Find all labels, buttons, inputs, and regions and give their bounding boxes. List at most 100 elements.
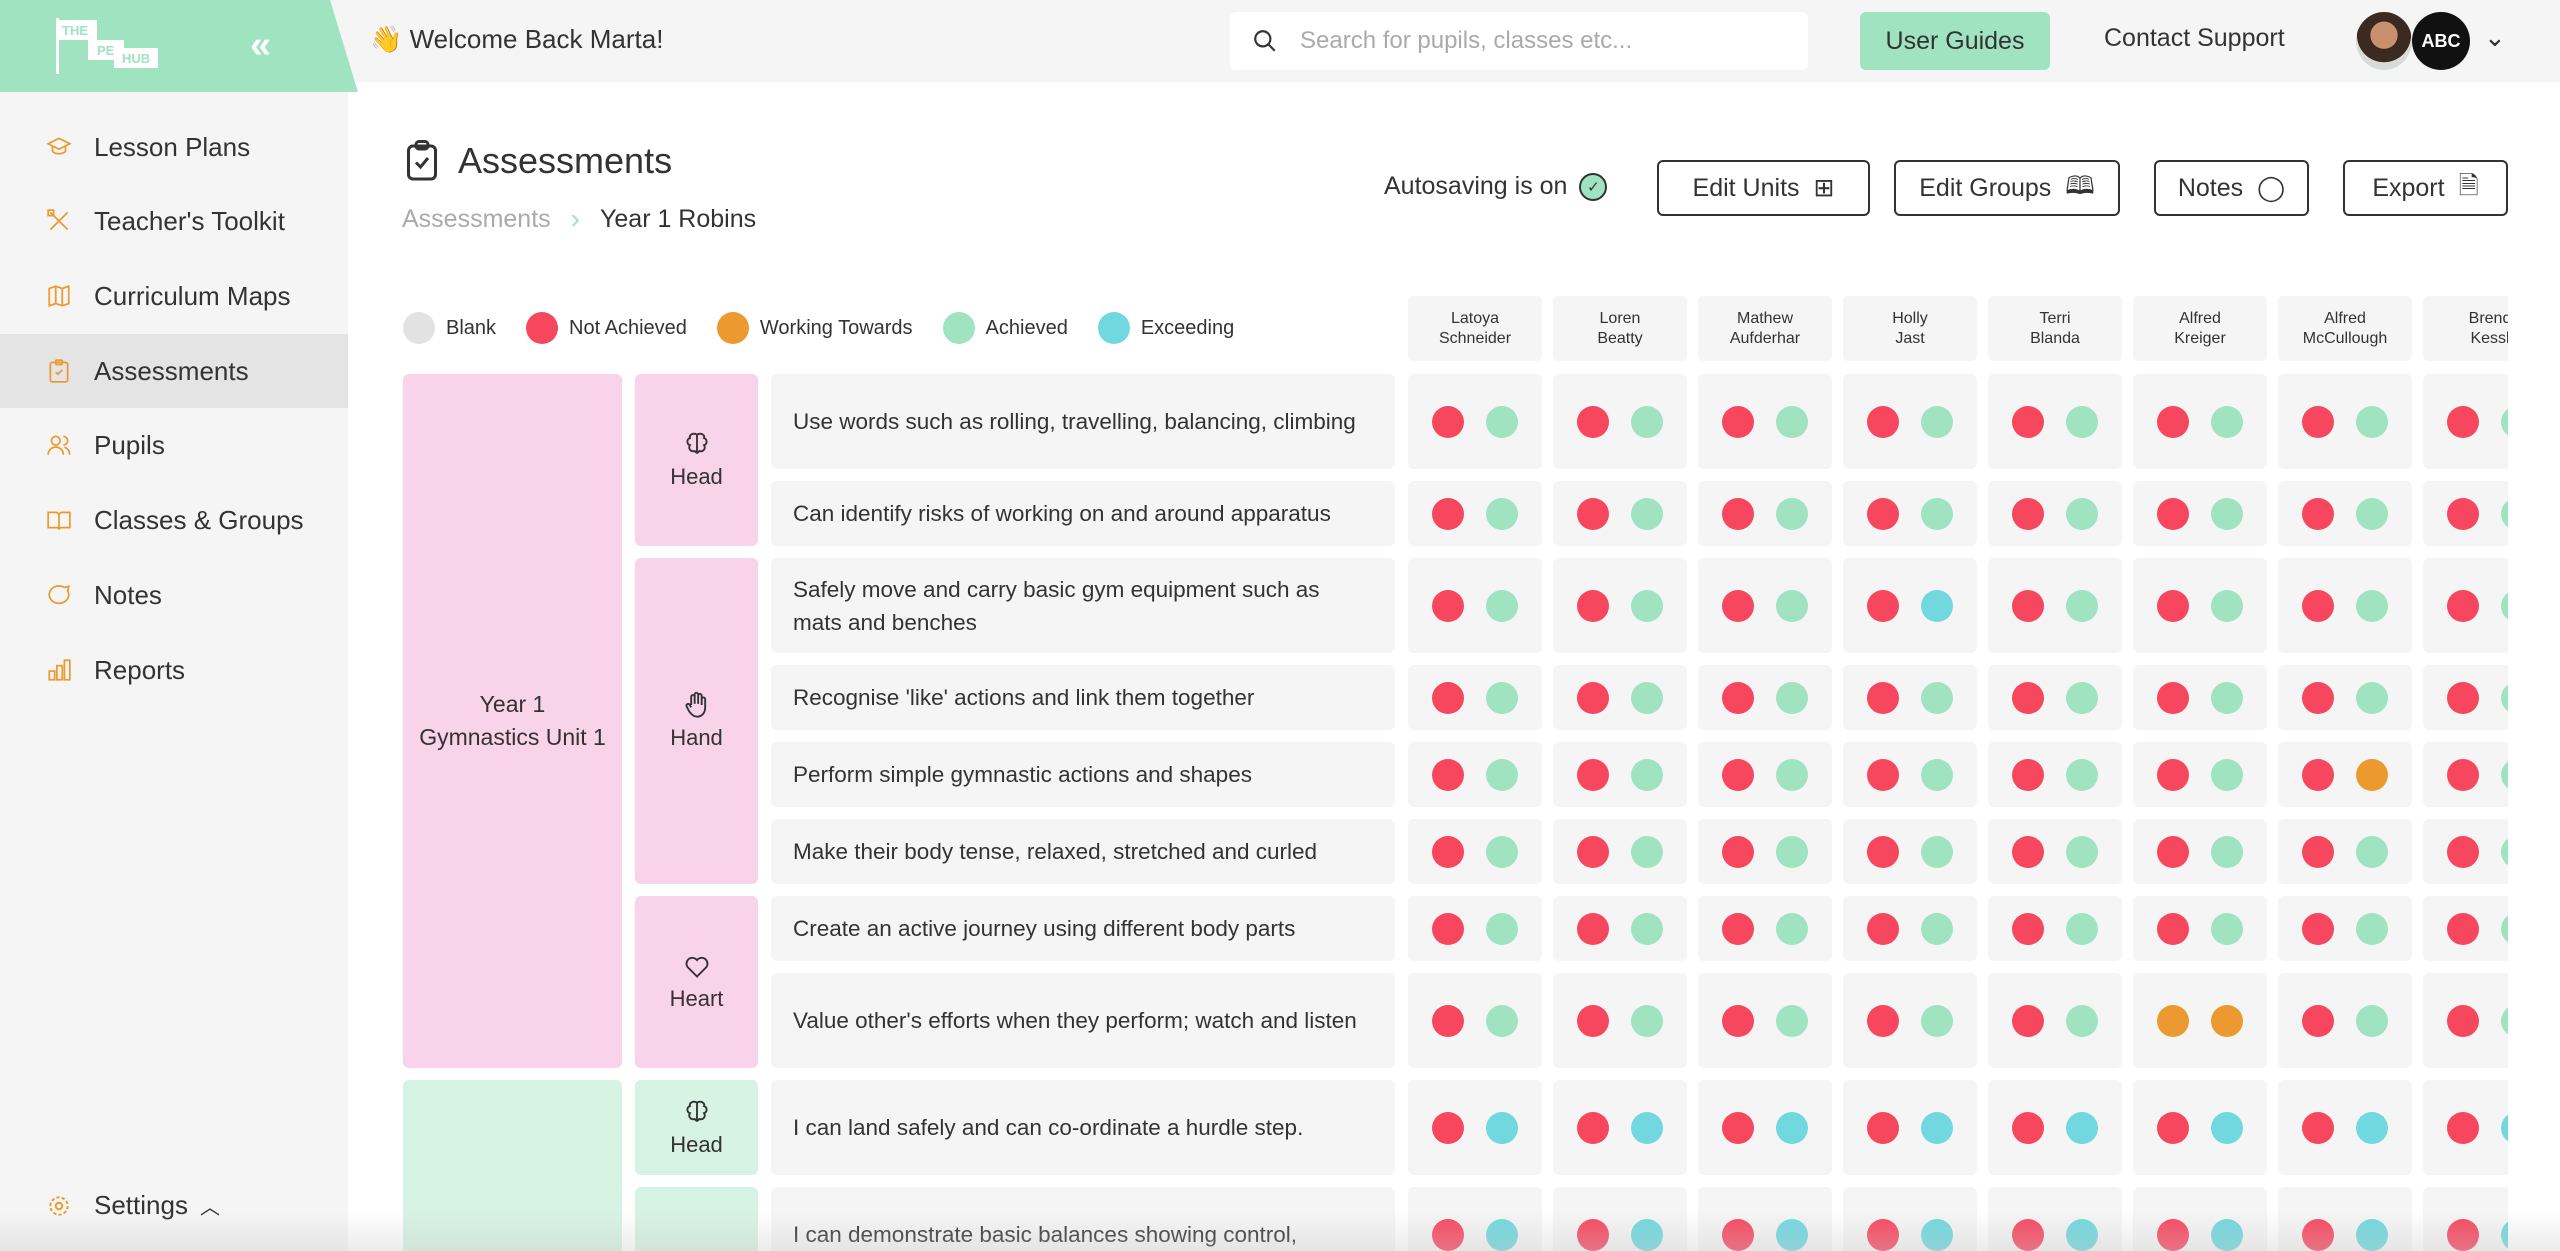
- assessment-dot[interactable]: [2356, 912, 2388, 945]
- assessment-dot[interactable]: [1776, 1111, 1808, 1144]
- assessment-dot[interactable]: [2356, 1111, 2388, 1144]
- assessment-dot[interactable]: [1631, 758, 1663, 791]
- assessment-dot[interactable]: [2356, 681, 2388, 714]
- assessment-dot[interactable]: [1432, 405, 1464, 438]
- assessment-dot[interactable]: [1631, 1111, 1663, 1144]
- user-avatar[interactable]: [2356, 12, 2412, 70]
- assessment-dot[interactable]: [1722, 758, 1754, 791]
- assessment-dot[interactable]: [1776, 497, 1808, 530]
- assessment-dot[interactable]: [2302, 1004, 2334, 1037]
- assessment-dot[interactable]: [1776, 912, 1808, 945]
- assessment-dot[interactable]: [1776, 405, 1808, 438]
- assessment-dot[interactable]: [1432, 835, 1464, 868]
- assessment-dot[interactable]: [2012, 1111, 2044, 1144]
- pupil-header[interactable]: Holly Jast: [1843, 296, 1977, 361]
- assessment-dot[interactable]: [2157, 758, 2189, 791]
- assessment-dot[interactable]: [2157, 589, 2189, 622]
- pupil-header[interactable]: Latoya Schneider: [1408, 296, 1542, 361]
- assessment-dot[interactable]: [2501, 589, 2508, 622]
- export-button[interactable]: Export 🗎: [2343, 160, 2508, 216]
- assessment-dot[interactable]: [1722, 835, 1754, 868]
- assessment-dot[interactable]: [2501, 405, 2508, 438]
- assessment-dot[interactable]: [2012, 681, 2044, 714]
- assessment-dot[interactable]: [2501, 681, 2508, 714]
- assessment-dot[interactable]: [2066, 758, 2098, 791]
- assessment-dot[interactable]: [1486, 405, 1518, 438]
- pupil-header[interactable]: Mathew Aufderhar: [1698, 296, 1832, 361]
- assessment-dot[interactable]: [2066, 1218, 2098, 1251]
- assessment-dot[interactable]: [1631, 1004, 1663, 1037]
- assessment-dot[interactable]: [2356, 835, 2388, 868]
- sidebar-item-assessments[interactable]: Assessments: [0, 334, 348, 408]
- assessment-dot[interactable]: [2302, 835, 2334, 868]
- pupil-header[interactable]: Loren Beatty: [1553, 296, 1687, 361]
- assessment-dot[interactable]: [2012, 1218, 2044, 1251]
- assessment-dot[interactable]: [2501, 758, 2508, 791]
- assessment-dot[interactable]: [1722, 1004, 1754, 1037]
- assessment-dot[interactable]: [1921, 497, 1953, 530]
- assessment-dot[interactable]: [1486, 1111, 1518, 1144]
- assessment-dot[interactable]: [1631, 912, 1663, 945]
- assessment-dot[interactable]: [2356, 1218, 2388, 1251]
- assessment-dot[interactable]: [1921, 758, 1953, 791]
- assessment-dot[interactable]: [2447, 589, 2479, 622]
- assessment-dot[interactable]: [2447, 1004, 2479, 1037]
- assessment-dot[interactable]: [1432, 681, 1464, 714]
- assessment-dot[interactable]: [2157, 835, 2189, 868]
- assessment-dot[interactable]: [1577, 681, 1609, 714]
- assessment-dot[interactable]: [2211, 758, 2243, 791]
- assessment-dot[interactable]: [2012, 589, 2044, 622]
- assessment-dot[interactable]: [1432, 1218, 1464, 1251]
- assessment-dot[interactable]: [1577, 912, 1609, 945]
- assessment-dot[interactable]: [2356, 405, 2388, 438]
- assessment-dot[interactable]: [1867, 1111, 1899, 1144]
- assessment-dot[interactable]: [1486, 589, 1518, 622]
- assessment-dot[interactable]: [2157, 405, 2189, 438]
- assessment-dot[interactable]: [2066, 1004, 2098, 1037]
- assessment-dot[interactable]: [2012, 835, 2044, 868]
- assessment-dot[interactable]: [2447, 1218, 2479, 1251]
- assessment-dot[interactable]: [1486, 497, 1518, 530]
- assessment-dot[interactable]: [1631, 405, 1663, 438]
- assessment-dot[interactable]: [1432, 1004, 1464, 1037]
- notes-button[interactable]: Notes ◯: [2154, 160, 2309, 216]
- assessment-dot[interactable]: [2447, 912, 2479, 945]
- sidebar-item-reports[interactable]: Reports: [0, 633, 348, 707]
- assessment-dot[interactable]: [1776, 681, 1808, 714]
- assessment-dot[interactable]: [1577, 1111, 1609, 1144]
- assessment-dot[interactable]: [2211, 589, 2243, 622]
- assessment-dot[interactable]: [1921, 405, 1953, 438]
- assessment-dot[interactable]: [2066, 912, 2098, 945]
- assessment-dot[interactable]: [2302, 589, 2334, 622]
- assessment-dot[interactable]: [1921, 835, 1953, 868]
- assessment-dot[interactable]: [2447, 497, 2479, 530]
- assessment-dot[interactable]: [2066, 589, 2098, 622]
- assessment-dot[interactable]: [1722, 1111, 1754, 1144]
- assessment-dot[interactable]: [2302, 681, 2334, 714]
- assessment-dot[interactable]: [2447, 405, 2479, 438]
- assessment-dot[interactable]: [1921, 1004, 1953, 1037]
- school-badge[interactable]: ABC: [2412, 12, 2470, 70]
- assessment-dot[interactable]: [1867, 912, 1899, 945]
- assessment-dot[interactable]: [1867, 405, 1899, 438]
- assessment-dot[interactable]: [2302, 497, 2334, 530]
- assessment-dot[interactable]: [2356, 1004, 2388, 1037]
- assessment-dot[interactable]: [1722, 589, 1754, 622]
- assessment-dot[interactable]: [1867, 497, 1899, 530]
- assessment-dot[interactable]: [1486, 1218, 1518, 1251]
- assessment-dot[interactable]: [1921, 681, 1953, 714]
- assessment-dot[interactable]: [2211, 1111, 2243, 1144]
- assessment-dot[interactable]: [2211, 405, 2243, 438]
- assessment-dot[interactable]: [2157, 912, 2189, 945]
- assessment-dot[interactable]: [2302, 912, 2334, 945]
- pupil-header[interactable]: Alfred McCullough: [2278, 296, 2412, 361]
- assessment-dot[interactable]: [2302, 758, 2334, 791]
- assessment-dot[interactable]: [1631, 589, 1663, 622]
- assessment-dot[interactable]: [2447, 758, 2479, 791]
- assessment-dot[interactable]: [2447, 835, 2479, 868]
- assessment-dot[interactable]: [2302, 1111, 2334, 1144]
- assessment-dot[interactable]: [2066, 681, 2098, 714]
- edit-groups-button[interactable]: Edit Groups 🕮: [1894, 160, 2120, 216]
- pupil-header[interactable]: Alfred Kreiger: [2133, 296, 2267, 361]
- assessment-dot[interactable]: [2157, 1111, 2189, 1144]
